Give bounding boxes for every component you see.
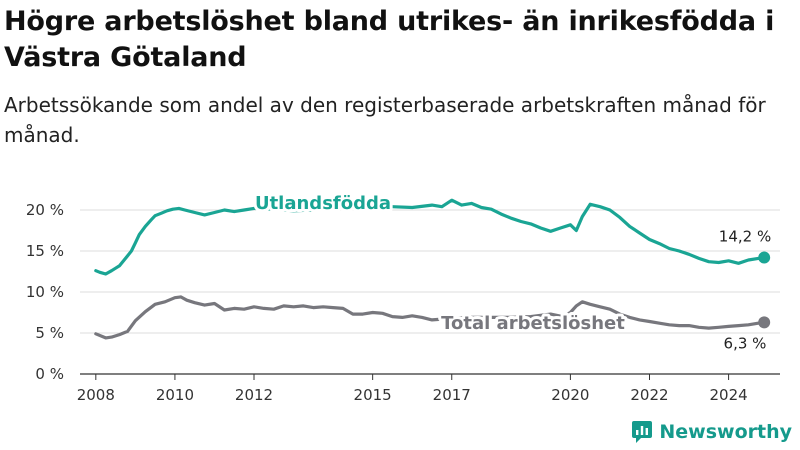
- y-tick-label: 0 %: [35, 365, 64, 383]
- x-tick-label: 2020: [551, 386, 589, 404]
- end-value-label-0: 14,2 %: [719, 228, 771, 246]
- brand-name: Newsworthy: [659, 421, 792, 443]
- x-tick-label: 2017: [433, 386, 471, 404]
- y-tick-label: 10 %: [26, 283, 64, 301]
- x-tick-label: 2008: [77, 386, 115, 404]
- y-tick-label: 15 %: [26, 242, 64, 260]
- x-tick-label: 2010: [156, 386, 194, 404]
- y-tick-label: 20 %: [26, 201, 64, 219]
- gridlines: [80, 209, 780, 375]
- series-lines: [94, 198, 771, 340]
- brand-logo: Newsworthy: [631, 420, 792, 444]
- chart-title: Högre arbetslöshet bland utrikes- än inr…: [4, 6, 775, 73]
- chart-subtitle: Arbetssökande som andel av den registerb…: [4, 93, 766, 147]
- series-label-1: Total arbetslöshet: [441, 313, 625, 334]
- series-label-0: Utlandsfödda: [255, 193, 391, 214]
- x-tick-label: 2024: [709, 386, 747, 404]
- series-end-point-1: [758, 316, 771, 329]
- x-tick-label: 2022: [630, 386, 668, 404]
- newsworthy-logo-icon: [632, 421, 653, 443]
- chart-labels: Utlandsfödda Total arbetslöshet 14,2 % 6,3 …: [252, 190, 771, 352]
- end-value-label-1: 6,3 %: [724, 334, 767, 352]
- series-end-point-0: [758, 251, 771, 264]
- series-line-1: [94, 295, 766, 340]
- axes: 0 % 5 % 10 % 15 % 20 % 2008 2010 2012 2015 2017 20…: [26, 201, 748, 404]
- series-line-0: [94, 198, 766, 276]
- x-tick-label: 2015: [354, 386, 392, 404]
- x-tick-label: 2012: [235, 386, 273, 404]
- y-tick-label: 5 %: [35, 324, 64, 342]
